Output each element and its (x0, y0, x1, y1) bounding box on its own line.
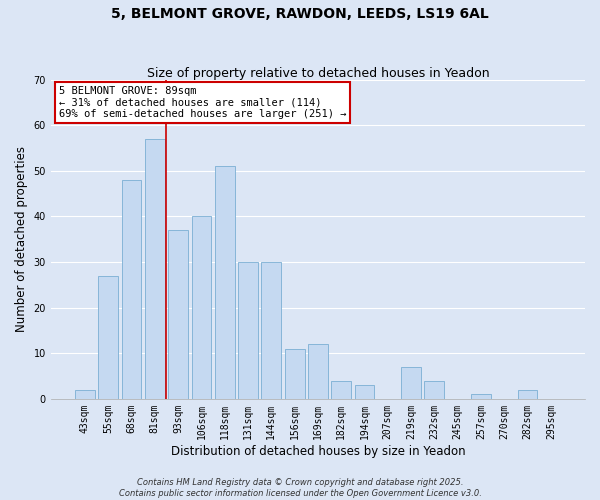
Bar (331, 380, 351, 399)
Bar (262, 262, 281, 399)
Bar (145, 139, 165, 399)
Bar (424, 380, 444, 399)
Text: 5 BELMONT GROVE: 89sqm
← 31% of detached houses are smaller (114)
69% of semi-de: 5 BELMONT GROVE: 89sqm ← 31% of detached… (59, 86, 346, 119)
Bar (215, 166, 235, 399)
Bar (471, 394, 491, 399)
X-axis label: Distribution of detached houses by size in Yeadon: Distribution of detached houses by size … (170, 444, 465, 458)
Bar (355, 385, 374, 399)
Text: Contains HM Land Registry data © Crown copyright and database right 2025.
Contai: Contains HM Land Registry data © Crown c… (119, 478, 481, 498)
Bar (401, 367, 421, 399)
Bar (191, 216, 211, 399)
Text: 5, BELMONT GROVE, RAWDON, LEEDS, LS19 6AL: 5, BELMONT GROVE, RAWDON, LEEDS, LS19 6A… (111, 8, 489, 22)
Bar (122, 180, 142, 399)
Bar (98, 276, 118, 399)
Bar (308, 344, 328, 399)
Bar (238, 262, 258, 399)
Bar (285, 348, 305, 399)
Title: Size of property relative to detached houses in Yeadon: Size of property relative to detached ho… (146, 66, 489, 80)
Bar (518, 390, 538, 399)
Bar (75, 390, 95, 399)
Y-axis label: Number of detached properties: Number of detached properties (15, 146, 28, 332)
Bar (168, 230, 188, 399)
